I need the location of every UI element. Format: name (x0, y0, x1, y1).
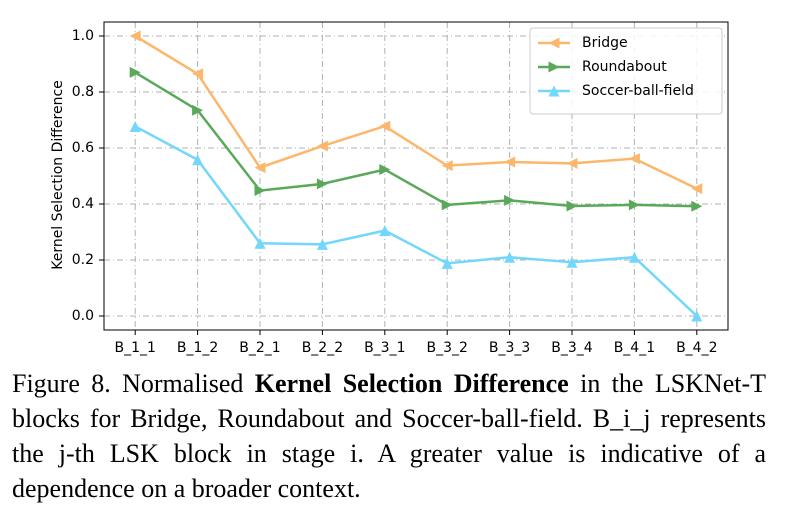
series-line (134, 71, 697, 208)
marker (129, 66, 141, 78)
y-tick-label: 1.0 (72, 28, 94, 44)
caption: Figure 8. Normalised Kernel Selection Di… (12, 366, 766, 506)
marker (379, 225, 391, 237)
series-line (134, 34, 698, 190)
chart: Kernel Selection Difference 0.0 0.2 0.4 0.6… (50, 21, 729, 356)
marker (129, 30, 141, 42)
marker (441, 257, 453, 269)
marker (566, 256, 578, 268)
marker (441, 199, 453, 211)
marker (316, 178, 328, 190)
legend-marker (548, 85, 560, 97)
x-tick-label: B_4_2 (676, 340, 717, 356)
caption-bold: Kernel Selection Difference (254, 369, 569, 398)
caption-text: in the LSKNet-T blocks for Bridge, Round… (12, 369, 767, 503)
series-line (134, 125, 698, 317)
marker (691, 310, 703, 322)
marker (441, 160, 453, 172)
x-tick-label: B_1_2 (177, 340, 218, 356)
x-tick-label: B_3_1 (364, 340, 405, 356)
marker (192, 68, 204, 80)
x-tick-label: B_3_4 (551, 340, 593, 356)
marker (129, 120, 141, 132)
x-tick-label: B_4_1 (614, 340, 655, 356)
legend-label: Bridge (582, 35, 628, 51)
legend-marker (548, 61, 560, 73)
legend-box (529, 27, 723, 115)
legend-label: Roundabout (582, 59, 667, 75)
marker (192, 154, 204, 166)
marker (628, 153, 640, 165)
marker (504, 251, 516, 263)
y-axis-label: Kernel Selection Difference (50, 80, 66, 270)
y-tick-label: 0.0 (72, 308, 94, 324)
marker (316, 238, 328, 250)
x-tick-label: B_1_1 (114, 340, 155, 356)
legend-marker (548, 37, 560, 49)
marker (566, 157, 578, 169)
marker (254, 185, 266, 197)
x-tick-label: B_2_1 (239, 340, 280, 356)
x-tick-label: B_3_3 (489, 340, 530, 356)
marker (691, 200, 703, 212)
marker (628, 251, 640, 263)
y-tick-label: 0.4 (72, 196, 94, 212)
x-tick-label: B_2_2 (302, 340, 343, 356)
marker (566, 200, 578, 212)
y-tick-label: 0.8 (72, 84, 94, 100)
marker (504, 156, 516, 168)
marker (691, 183, 703, 195)
marker (379, 164, 391, 176)
plot-frame (103, 21, 729, 331)
marker (254, 162, 266, 174)
y-tick-label: 0.2 (72, 252, 94, 268)
marker (504, 194, 516, 206)
marker (192, 104, 204, 116)
grid (104, 22, 728, 330)
marker (316, 140, 328, 152)
x-tick-label: B_3_2 (426, 340, 467, 356)
y-tick-label: 0.6 (72, 140, 94, 156)
marker (628, 199, 640, 211)
caption-prefix: Figure 8. Normalised (12, 369, 244, 398)
marker (379, 120, 391, 132)
legend-label: Soccer-ball-field (582, 83, 694, 99)
marker (254, 237, 266, 249)
